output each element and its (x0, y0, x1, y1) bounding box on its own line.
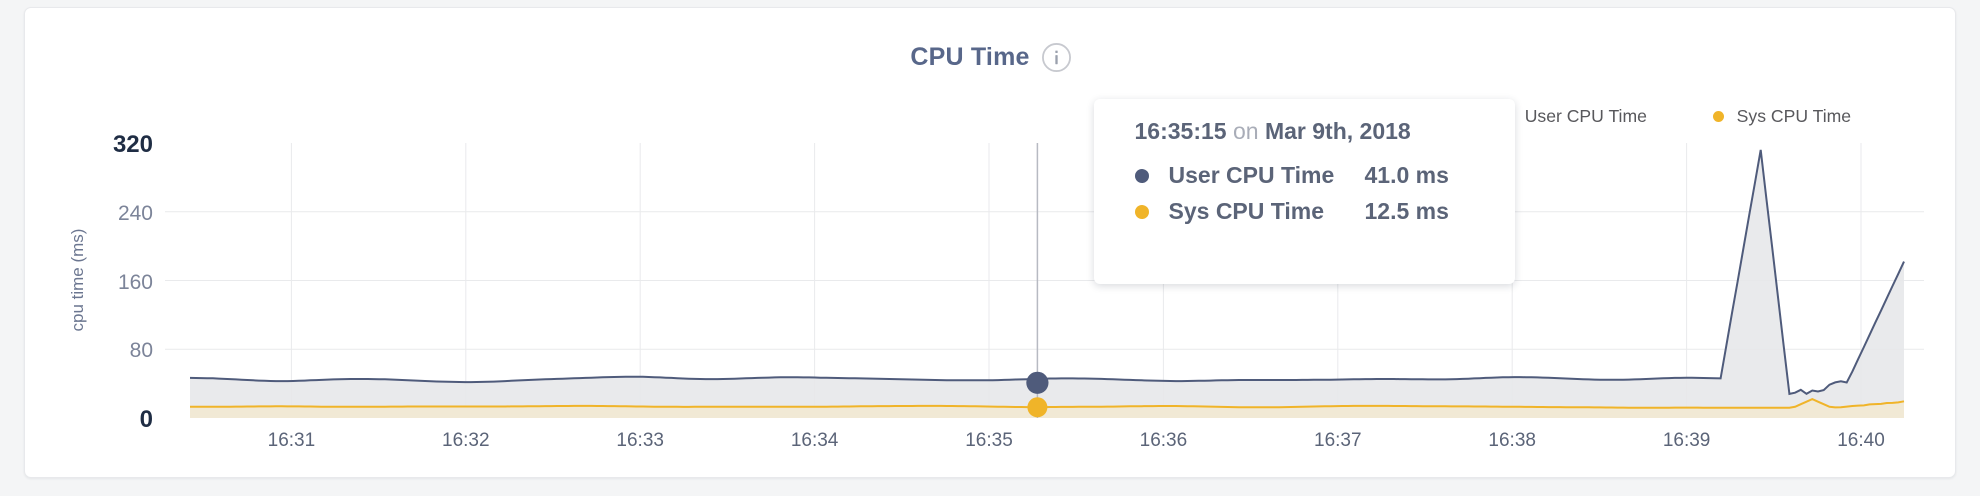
svg-text:80: 80 (130, 339, 153, 362)
svg-text:16:33: 16:33 (616, 430, 664, 451)
svg-text:16:38: 16:38 (1488, 430, 1536, 451)
svg-text:16:40: 16:40 (1837, 430, 1885, 451)
svg-text:320: 320 (113, 131, 153, 158)
svg-text:16:36: 16:36 (1140, 430, 1188, 451)
svg-text:0: 0 (140, 406, 153, 433)
svg-text:16:32: 16:32 (442, 430, 490, 451)
svg-text:16:37: 16:37 (1314, 430, 1362, 451)
svg-text:16:39: 16:39 (1663, 430, 1711, 451)
svg-text:cpu time (ms): cpu time (ms) (68, 229, 87, 332)
svg-text:160: 160 (118, 271, 153, 294)
svg-text:16:31: 16:31 (268, 430, 316, 451)
svg-text:16:34: 16:34 (791, 430, 839, 451)
svg-text:240: 240 (118, 202, 153, 225)
svg-text:16:35: 16:35 (965, 430, 1013, 451)
